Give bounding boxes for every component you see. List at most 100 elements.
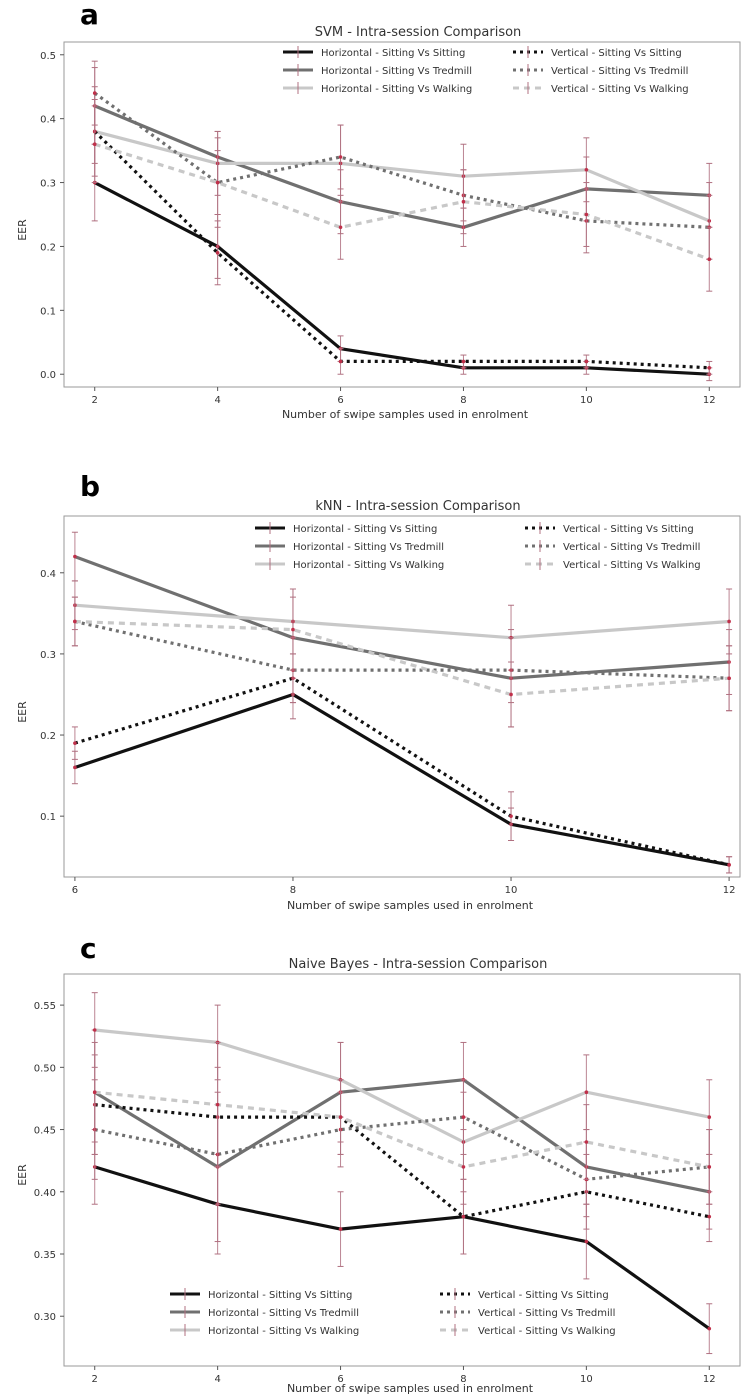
data-point xyxy=(509,692,513,697)
data-point xyxy=(92,142,97,147)
x-tick-label: 12 xyxy=(703,1374,716,1385)
x-tick-label: 2 xyxy=(92,1374,98,1385)
legend: Horizontal - Sitting Vs Sitting Horizonta… xyxy=(170,1288,616,1337)
legend-label: Horizontal - Sitting Vs Sitting xyxy=(293,524,437,535)
legend-label: Horizontal - Sitting Vs Sitting xyxy=(208,1290,352,1301)
data-point xyxy=(92,1090,97,1095)
chart-svg-b: b kNN - Intra-session Comparison Number … xyxy=(16,470,741,912)
y-axis-label: EER xyxy=(16,1164,29,1186)
data-point xyxy=(707,1115,712,1119)
legend-label: Horizontal - Sitting Vs Walking xyxy=(293,560,444,571)
data-point xyxy=(461,1214,466,1219)
chart-svg-a: a SVM - Intra-session Comparison Number … xyxy=(16,0,741,421)
legend-label: Vertical - Sitting Vs Walking xyxy=(551,84,689,95)
data-point xyxy=(584,359,589,364)
panel-label: b xyxy=(80,470,100,503)
y-axis-label: EER xyxy=(16,219,29,241)
legend-label: Vertical - Sitting Vs Tredmill xyxy=(478,1308,615,1319)
legend-label: Horizontal - Sitting Vs Tredmill xyxy=(293,542,444,553)
legend-label: Vertical - Sitting Vs Tredmill xyxy=(551,66,688,77)
y-tick-label: 0.3 xyxy=(40,650,56,661)
legend-label: Vertical - Sitting Vs Walking xyxy=(563,560,701,571)
y-tick-label: 0.35 xyxy=(34,1250,56,1261)
chart-title: kNN - Intra-session Comparison xyxy=(315,499,520,514)
y-tick-label: 0.45 xyxy=(34,1126,56,1137)
y-axis-label: EER xyxy=(16,701,29,723)
data-point xyxy=(707,257,712,262)
legend-label: Vertical - Sitting Vs Walking xyxy=(478,1326,616,1337)
y-tick-label: 0.0 xyxy=(40,370,56,381)
data-point xyxy=(584,1140,589,1144)
data-point xyxy=(707,1165,712,1169)
data-point xyxy=(73,554,77,559)
chart-panel-b: b kNN - Intra-session Comparison Number … xyxy=(0,464,755,914)
data-point xyxy=(584,167,589,172)
data-point xyxy=(215,180,220,185)
legend-label: Horizontal - Sitting Vs Tredmill xyxy=(321,66,472,77)
data-point xyxy=(461,1165,466,1169)
series-group xyxy=(91,60,713,382)
y-tick-label: 0.40 xyxy=(34,1188,56,1199)
series-group xyxy=(71,531,733,874)
series-line xyxy=(94,1028,710,1144)
data-point xyxy=(338,359,343,364)
series-line xyxy=(74,619,730,697)
data-point xyxy=(584,1090,589,1095)
y-tick-label: 0.1 xyxy=(40,306,56,317)
x-tick-label: 10 xyxy=(505,885,518,896)
y-tick-label: 0.2 xyxy=(40,242,56,253)
x-tick-label: 2 xyxy=(92,395,98,406)
data-point xyxy=(707,366,712,370)
legend-label: Vertical - Sitting Vs Sitting xyxy=(478,1290,609,1301)
data-point xyxy=(92,91,97,95)
x-tick-label: 6 xyxy=(337,1374,343,1385)
plot-frame xyxy=(63,41,741,388)
x-axis-label: Number of swipe samples used in enrolmen… xyxy=(282,408,529,421)
data-point xyxy=(727,676,731,681)
data-point xyxy=(727,863,731,867)
data-point xyxy=(73,741,77,745)
x-tick-label: 8 xyxy=(460,1374,466,1385)
x-tick-label: 8 xyxy=(460,395,466,406)
plot-frame xyxy=(63,515,741,878)
y-tick-label: 0.5 xyxy=(40,51,56,62)
series-line xyxy=(94,129,710,223)
series-line xyxy=(94,142,710,261)
data-point xyxy=(291,627,295,632)
series-line xyxy=(94,104,710,229)
data-point xyxy=(584,1239,589,1244)
legend: Horizontal - Sitting Vs Sitting Horizonta… xyxy=(283,46,689,95)
data-point xyxy=(338,1227,343,1231)
legend-label: Horizontal - Sitting Vs Tredmill xyxy=(208,1308,359,1319)
series-line xyxy=(74,555,730,680)
data-point xyxy=(215,251,220,255)
series-line xyxy=(94,1090,710,1169)
legend-label: Vertical - Sitting Vs Tredmill xyxy=(563,542,700,553)
x-tick-label: 10 xyxy=(580,395,593,406)
y-tick-label: 0.50 xyxy=(34,1063,56,1074)
data-point xyxy=(73,619,77,624)
legend-label: Vertical - Sitting Vs Sitting xyxy=(551,48,682,59)
plot-frame xyxy=(63,973,741,1367)
series-line xyxy=(93,181,710,376)
chart-svg-c: c Naive Bayes - Intra-session Comparison… xyxy=(16,932,741,1395)
data-point xyxy=(215,1102,220,1107)
x-tick-label: 10 xyxy=(580,1374,593,1385)
legend-label: Horizontal - Sitting Vs Walking xyxy=(321,84,472,95)
y-tick-label: 0.55 xyxy=(34,1001,56,1012)
chart-panel-a: a SVM - Intra-session Comparison Number … xyxy=(0,0,755,460)
data-point xyxy=(461,1115,466,1119)
data-point xyxy=(727,619,731,624)
legend-label: Horizontal - Sitting Vs Sitting xyxy=(321,48,465,59)
data-point xyxy=(92,1028,97,1032)
y-tick-label: 0.3 xyxy=(40,179,56,190)
data-point xyxy=(73,765,77,770)
x-tick-label: 8 xyxy=(290,885,296,896)
data-point xyxy=(707,1326,712,1331)
legend-label: Horizontal - Sitting Vs Walking xyxy=(208,1326,359,1337)
chart-title: SVM - Intra-session Comparison xyxy=(315,25,522,40)
data-point xyxy=(338,1115,343,1119)
x-tick-label: 6 xyxy=(337,395,343,406)
series-line xyxy=(93,130,710,370)
x-tick-label: 4 xyxy=(214,395,220,406)
